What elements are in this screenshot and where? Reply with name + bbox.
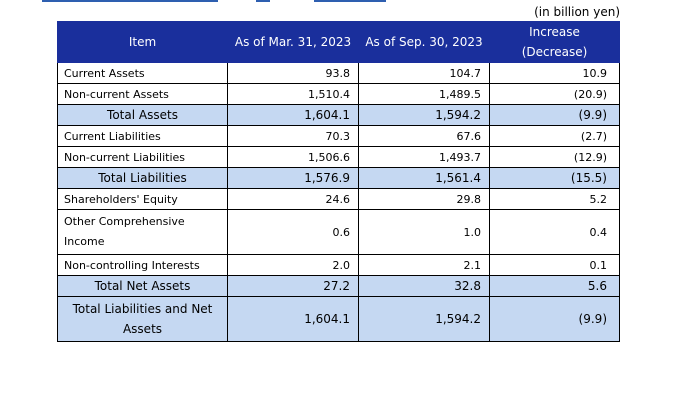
table-row: Other Comprehensive Income 0.6 1.0 0.4 [57,209,620,255]
value-change: (9.9) [489,296,620,342]
value-mar: 70.3 [227,125,359,147]
header-item: Item [57,21,228,63]
value-mar: 1,604.1 [227,104,359,126]
header-increase: Increase (Decrease) [489,21,620,63]
value-change: 0.1 [489,254,620,276]
value-sep: 1,594.2 [358,296,490,342]
value-mar: 27.2 [227,275,359,297]
value-sep: 1.0 [358,209,490,255]
value-mar: 1,506.6 [227,146,359,168]
value-change: 0.4 [489,209,620,255]
header-increase-line2: (Decrease) [521,45,588,59]
header-increase-line1: Increase [529,25,580,39]
value-mar: 24.6 [227,188,359,210]
value-mar: 1,576.9 [227,167,359,189]
top-decor-bar-3 [314,0,386,2]
row-label: Total Net Assets [57,275,228,297]
row-label-multiline: Other Comprehensive Income [57,209,228,255]
row-label-line1: Other Comprehensive [64,215,185,228]
value-change: (15.5) [489,167,620,189]
value-sep: 1,489.5 [358,83,490,105]
value-change: (12.9) [489,146,620,168]
table-row-total: Total Liabilities 1,576.9 1,561.4 (15.5) [57,167,620,189]
table-row: Non-current Liabilities 1,506.6 1,493.7 … [57,146,620,168]
value-mar: 1,510.4 [227,83,359,105]
row-label: Total Liabilities [57,167,228,189]
value-change: 5.6 [489,275,620,297]
header-mar-2023: As of Mar. 31, 2023 [227,21,359,63]
value-sep: 29.8 [358,188,490,210]
value-change: 10.9 [489,62,620,84]
balance-sheet-table: Item As of Mar. 31, 2023 As of Sep. 30, … [57,21,620,342]
value-sep: 67.6 [358,125,490,147]
row-label: Shareholders' Equity [57,188,228,210]
row-label-multiline: Total Liabilities and Net Assets [57,296,228,342]
table-row: Non-current Assets 1,510.4 1,489.5 (20.9… [57,83,620,105]
table-row-total: Total Assets 1,604.1 1,594.2 (9.9) [57,104,620,126]
table-row-total: Total Liabilities and Net Assets 1,604.1… [57,296,620,342]
table-row: Shareholders' Equity 24.6 29.8 5.2 [57,188,620,210]
row-label: Current Assets [57,62,228,84]
value-mar: 2.0 [227,254,359,276]
value-mar: 0.6 [227,209,359,255]
row-label-line2: Income [64,235,105,248]
value-mar: 1,604.1 [227,296,359,342]
value-change: (2.7) [489,125,620,147]
top-decor-bar-1 [42,0,218,2]
value-change: 5.2 [489,188,620,210]
table-row: Current Assets 93.8 104.7 10.9 [57,62,620,84]
value-sep: 1,561.4 [358,167,490,189]
header-sep-2023: As of Sep. 30, 2023 [358,21,490,63]
value-sep: 104.7 [358,62,490,84]
row-label: Non-current Assets [57,83,228,105]
value-sep: 32.8 [358,275,490,297]
value-change: (20.9) [489,83,620,105]
row-label: Non-current Liabilities [57,146,228,168]
top-decor-bar-2 [256,0,270,2]
value-sep: 1,493.7 [358,146,490,168]
row-label: Total Assets [57,104,228,126]
row-label: Current Liabilities [57,125,228,147]
row-label-line1: Total Liabilities and Net [72,302,213,316]
header-row: Item As of Mar. 31, 2023 As of Sep. 30, … [57,21,620,63]
row-label-line2: Assets [122,322,163,336]
row-label: Non-controlling Interests [57,254,228,276]
table-row: Current Liabilities 70.3 67.6 (2.7) [57,125,620,147]
unit-note: (in billion yen) [534,5,620,19]
value-sep: 2.1 [358,254,490,276]
value-sep: 1,594.2 [358,104,490,126]
table-row-total: Total Net Assets 27.2 32.8 5.6 [57,275,620,297]
value-mar: 93.8 [227,62,359,84]
table-row: Non-controlling Interests 2.0 2.1 0.1 [57,254,620,276]
value-change: (9.9) [489,104,620,126]
